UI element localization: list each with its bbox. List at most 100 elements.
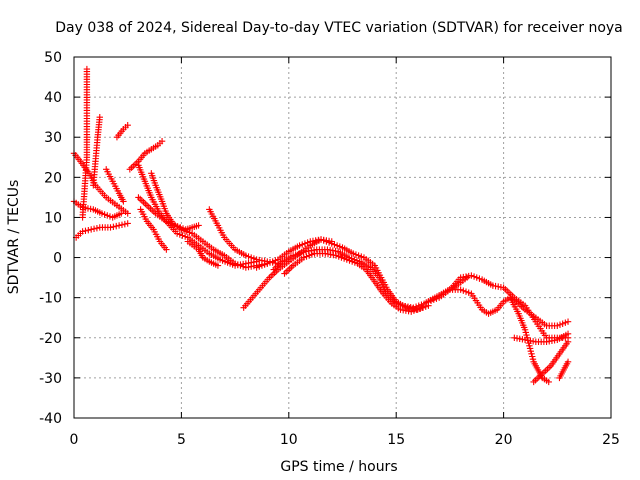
y-tick-label: -20 bbox=[39, 331, 62, 347]
data-point bbox=[269, 258, 276, 265]
data-point bbox=[338, 254, 345, 261]
data-point bbox=[343, 256, 350, 263]
data-point bbox=[303, 253, 310, 260]
y-tick-label: -10 bbox=[39, 291, 62, 307]
series-track-24 bbox=[556, 358, 572, 382]
x-tick-label: 20 bbox=[495, 432, 513, 448]
data-point bbox=[473, 274, 480, 281]
data-point bbox=[101, 211, 108, 218]
data-point bbox=[118, 221, 126, 228]
data-point bbox=[460, 287, 467, 294]
data-point bbox=[416, 305, 423, 312]
data-point bbox=[120, 198, 127, 205]
data-point bbox=[163, 246, 170, 253]
data-point bbox=[350, 250, 357, 257]
x-tick-label: 25 bbox=[602, 432, 620, 448]
data-point bbox=[90, 225, 98, 233]
data-point bbox=[545, 378, 552, 386]
data-point bbox=[87, 226, 95, 233]
data-point bbox=[468, 272, 475, 279]
data-point bbox=[410, 307, 418, 314]
data-point bbox=[176, 231, 183, 238]
data-point bbox=[427, 297, 435, 304]
data-point bbox=[346, 257, 353, 264]
data-point bbox=[118, 210, 125, 217]
data-point bbox=[351, 259, 359, 266]
data-point bbox=[304, 239, 311, 246]
data-point bbox=[180, 227, 188, 234]
y-axis-label: SDTVAR / TECUs bbox=[6, 180, 22, 295]
data-point bbox=[564, 358, 572, 366]
data-point bbox=[256, 263, 263, 270]
data-point bbox=[258, 262, 266, 269]
x-axis-label: GPS time / hours bbox=[280, 459, 397, 475]
data-point bbox=[430, 296, 437, 303]
data-point bbox=[328, 240, 335, 247]
data-point bbox=[266, 259, 274, 266]
y-tick-label: 30 bbox=[44, 130, 62, 146]
y-tick-label: -40 bbox=[39, 411, 62, 427]
data-point bbox=[115, 222, 123, 229]
data-point bbox=[413, 306, 420, 313]
series-track-21 bbox=[506, 294, 552, 386]
y-tick-label: 50 bbox=[44, 50, 62, 66]
data-point bbox=[352, 251, 360, 258]
x-tick-label: 0 bbox=[70, 432, 79, 448]
data-point bbox=[110, 223, 117, 231]
series-track-1 bbox=[70, 150, 131, 217]
data-point bbox=[124, 210, 131, 217]
y-tick-label: -30 bbox=[39, 371, 62, 387]
data-point bbox=[418, 304, 426, 311]
series-track-3 bbox=[72, 220, 131, 241]
data-point bbox=[253, 264, 260, 271]
data-point bbox=[93, 224, 101, 232]
series-track-23 bbox=[530, 338, 572, 386]
series-track-22 bbox=[511, 330, 572, 345]
data-point bbox=[320, 237, 327, 244]
data-point bbox=[83, 65, 91, 73]
grid bbox=[74, 57, 611, 418]
data-point bbox=[113, 222, 120, 230]
series-track-15 bbox=[240, 236, 335, 311]
data-point bbox=[462, 288, 470, 295]
data-point bbox=[562, 319, 569, 326]
data-point bbox=[306, 252, 313, 259]
data-point bbox=[348, 258, 356, 265]
data-point bbox=[272, 257, 279, 264]
data-point bbox=[317, 236, 325, 243]
data-point bbox=[335, 253, 342, 260]
data-point bbox=[358, 253, 365, 260]
data-point bbox=[261, 261, 268, 268]
data-point bbox=[564, 330, 572, 337]
data-point bbox=[96, 113, 103, 121]
series-track-6 bbox=[103, 166, 127, 205]
x-tick-label: 10 bbox=[280, 432, 298, 448]
data-point bbox=[158, 138, 166, 145]
data-point bbox=[124, 220, 131, 227]
data-point bbox=[554, 322, 561, 329]
data-point bbox=[264, 260, 271, 267]
data-point bbox=[248, 254, 255, 261]
data-point bbox=[556, 321, 564, 328]
data-point bbox=[181, 233, 189, 240]
data-point bbox=[559, 320, 566, 327]
axis-ticks: 0 5 10 15 20 25 -40 -30 -20 -10 0 10 20 30 40 50 bbox=[39, 50, 620, 448]
data-point bbox=[331, 241, 338, 248]
data-point bbox=[332, 252, 340, 259]
data-point bbox=[79, 228, 86, 235]
series-track-4 bbox=[79, 65, 91, 221]
data-point bbox=[195, 222, 202, 229]
series-track-12 bbox=[135, 194, 260, 269]
data-point bbox=[470, 273, 478, 280]
y-tick-label: 20 bbox=[44, 170, 62, 186]
data-point bbox=[323, 238, 330, 245]
data-point bbox=[476, 275, 483, 282]
data-point bbox=[124, 121, 131, 129]
series-track-7 bbox=[113, 121, 131, 141]
series-track-10 bbox=[137, 206, 170, 253]
x-tick-label: 5 bbox=[177, 432, 186, 448]
y-tick-label: 40 bbox=[44, 90, 62, 106]
data-point bbox=[121, 220, 129, 228]
data-point bbox=[300, 254, 308, 261]
data-point bbox=[340, 255, 348, 262]
